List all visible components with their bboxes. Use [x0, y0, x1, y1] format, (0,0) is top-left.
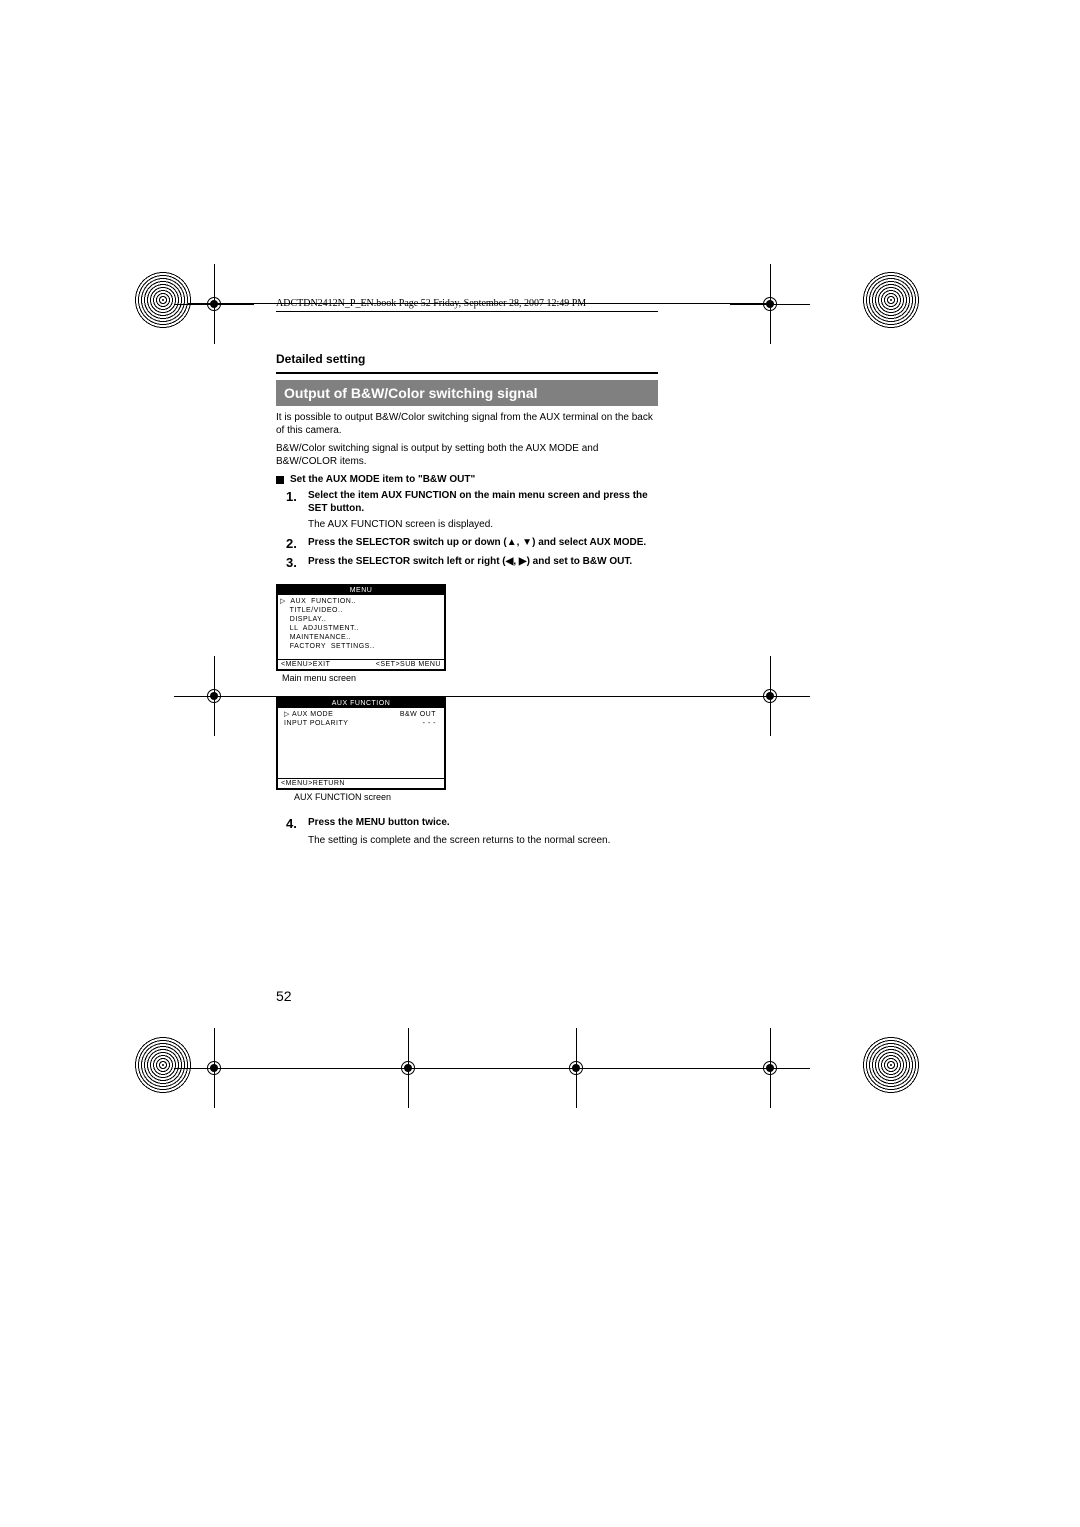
step-number: 2. [286, 536, 302, 551]
reg-mark-icon [194, 284, 234, 324]
step-text: Press the SELECTOR switch left or right … [308, 555, 632, 570]
menu-caption: Main menu screen [276, 673, 658, 683]
reg-mark-icon [194, 676, 234, 716]
list-item: MAINTENANCE.. [280, 633, 440, 642]
section-label: Detailed setting [276, 352, 658, 366]
list-item: INPUT POLARITY [284, 719, 348, 728]
menu-footer-left: <MENU>RETURN [281, 780, 345, 787]
divider [276, 372, 658, 374]
menu-title: MENU [278, 586, 444, 595]
step-text: Press the SELECTOR switch up or down (▲,… [308, 536, 646, 551]
print-header: ADCTDN2412N_P_EN.book Page 52 Friday, Se… [276, 298, 658, 312]
reg-mark-icon [750, 284, 790, 324]
reg-mark-icon [556, 1048, 596, 1088]
page-number: 52 [276, 988, 292, 1004]
intro-p2: B&W/Color switching signal is output by … [276, 443, 658, 468]
list-item-value: - - - [423, 719, 436, 728]
step-number: 1. [286, 489, 302, 515]
page-title: Output of B&W/Color switching signal [276, 380, 658, 406]
spiral-bl-icon [134, 1036, 192, 1094]
menu-footer-left: <MENU>EXIT [281, 661, 330, 668]
menu-footer-right: <SET>SUB MENU [376, 661, 441, 668]
spiral-tr-icon [862, 271, 920, 329]
list-item-value: B&W OUT [400, 710, 436, 719]
spiral-br-icon [862, 1036, 920, 1094]
aux-function-screenshot: AUX FUNCTION ▷ AUX MODE B&W OUT INPUT PO… [276, 697, 446, 790]
hline [188, 1068, 774, 1069]
step-number: 4. [286, 816, 302, 831]
step-text: Select the item AUX FUNCTION on the main… [308, 489, 658, 515]
list-item: DISPLAY.. [280, 615, 440, 624]
step-sub: The AUX FUNCTION screen is displayed. [276, 519, 658, 530]
intro-p1: It is possible to output B&W/Color switc… [276, 412, 658, 437]
list-item: ▷ AUX MODE [284, 710, 333, 719]
step-sub: The setting is complete and the screen r… [276, 835, 658, 846]
step-text: Press the MENU button twice. [308, 816, 450, 831]
reg-mark-icon [194, 1048, 234, 1088]
step-number: 3. [286, 555, 302, 570]
bullet-text: Set the AUX MODE item to "B&W OUT" [290, 474, 475, 485]
reg-mark-icon [388, 1048, 428, 1088]
list-item: FACTORY SETTINGS.. [280, 642, 440, 651]
spiral-tl-icon [134, 271, 192, 329]
list-item: LL ADJUSTMENT.. [280, 624, 440, 633]
menu-title: AUX FUNCTION [278, 699, 444, 708]
square-bullet-icon [276, 476, 284, 484]
main-menu-screenshot: MENU ▷ AUX FUNCTION.. TITLE/VIDEO.. DISP… [276, 584, 446, 671]
reg-mark-icon [750, 1048, 790, 1088]
list-item: TITLE/VIDEO.. [280, 606, 440, 615]
menu-caption: AUX FUNCTION screen [276, 792, 658, 802]
reg-mark-icon [750, 676, 790, 716]
list-item: ▷ AUX FUNCTION.. [280, 597, 440, 606]
